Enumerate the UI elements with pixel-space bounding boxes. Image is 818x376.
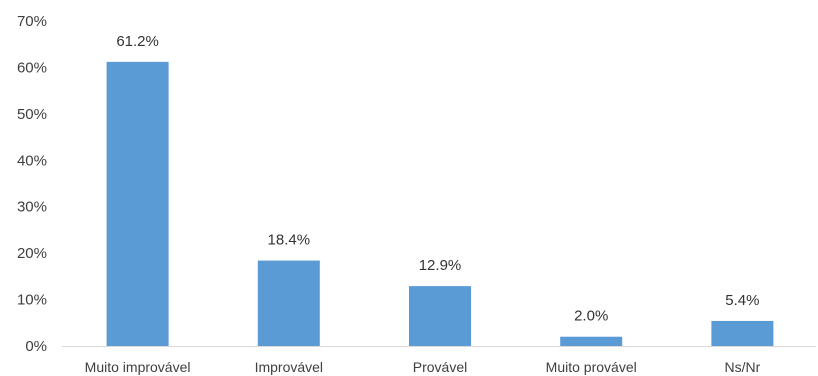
y-axis-ticks: 0% 10% 20% 30% 40% 50% 60% 70%: [17, 13, 47, 355]
bar: [560, 336, 623, 346]
data-labels-group: 61.2% 18.4% 12.9% 2.0% 5.4%: [116, 33, 759, 325]
y-tick-label: 10%: [17, 292, 47, 309]
bar: [257, 260, 320, 346]
data-label: 18.4%: [268, 232, 311, 249]
category-label: Muito provável: [546, 359, 637, 375]
category-label: Ns/Nr: [725, 359, 761, 375]
bar: [106, 61, 169, 346]
bar: [409, 286, 471, 346]
category-label: Improvável: [255, 359, 323, 375]
y-tick-label: 60%: [17, 59, 47, 76]
y-tick-label: 30%: [17, 199, 47, 216]
data-label: 61.2%: [116, 33, 159, 50]
category-labels-group: Muito improvável Improvável Provável Muito …: [85, 359, 761, 375]
data-label: 2.0%: [574, 308, 608, 325]
y-tick-label: 40%: [17, 152, 47, 169]
bars-group: [106, 61, 774, 346]
category-label: Provável: [413, 359, 467, 375]
y-tick-label: 50%: [17, 106, 47, 123]
y-tick-label: 0%: [25, 338, 47, 355]
y-tick-label: 20%: [17, 245, 47, 262]
data-label: 5.4%: [725, 292, 759, 309]
bar: [711, 320, 774, 346]
y-tick-label: 70%: [17, 13, 47, 30]
data-label: 12.9%: [419, 257, 462, 274]
category-label: Muito improvável: [85, 359, 191, 375]
